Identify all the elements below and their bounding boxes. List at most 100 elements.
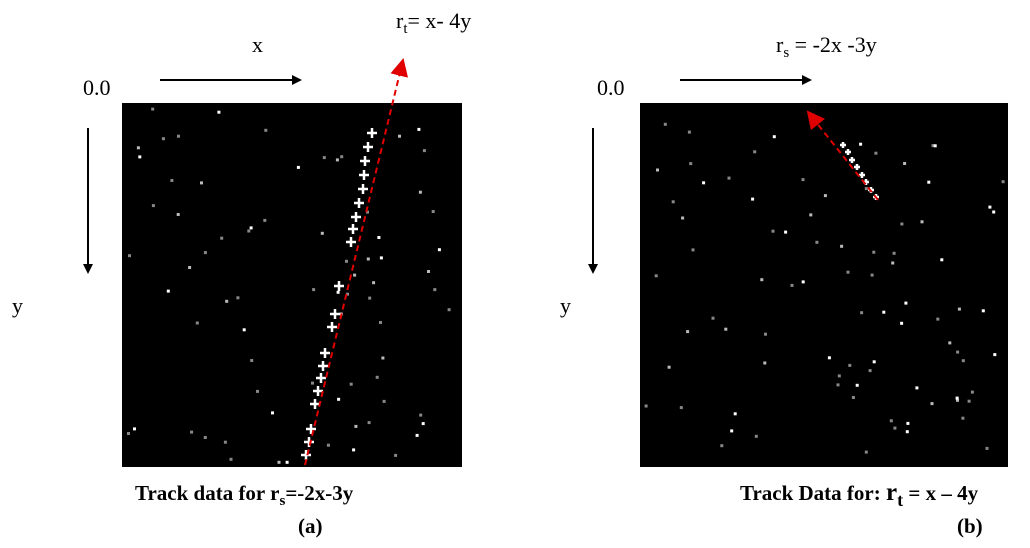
noise-dot (663, 122, 667, 126)
caption: Track Data for: rt = x – 4y (740, 479, 979, 510)
noise-dot (176, 213, 180, 216)
noise-dot (161, 137, 165, 141)
noise-dot (337, 397, 341, 401)
noise-dot (335, 158, 339, 162)
noise-dot (128, 254, 131, 258)
noise-dot (398, 134, 401, 138)
track-cross (360, 156, 370, 166)
noise-dot (340, 155, 344, 159)
noise-dot (418, 190, 422, 194)
track-cross (845, 149, 851, 155)
noise-dot (345, 259, 348, 263)
noise-dot (249, 226, 253, 230)
track-label: rt= x- 4y (396, 8, 471, 37)
noise-dot (801, 178, 805, 182)
noise-dot (320, 231, 324, 235)
track-cross (327, 322, 337, 332)
track-cross (318, 361, 328, 371)
noise-dot (801, 280, 805, 284)
noise-dot (277, 460, 281, 464)
eq: = x – 4y (903, 481, 978, 505)
noise-dot (840, 244, 844, 248)
noise-dot (893, 426, 897, 430)
noise-dot (377, 236, 381, 239)
noise-dot (689, 162, 693, 166)
track-cross (840, 142, 846, 148)
noise-dot (263, 218, 267, 222)
noise-dot (415, 433, 419, 437)
noise-dot (394, 453, 398, 457)
noise-dot (229, 457, 233, 461)
noise-dot (784, 230, 788, 234)
noise-dot (247, 229, 251, 233)
noise-dot (667, 365, 671, 369)
noise-dot (366, 210, 369, 214)
noise-dot (220, 236, 224, 240)
track-cross (348, 224, 358, 234)
noise-dot (915, 386, 919, 390)
noise-dot (372, 281, 376, 285)
noise-dot (381, 356, 385, 360)
noise-dot (702, 181, 706, 185)
noise-dot (691, 248, 695, 252)
image-a (122, 103, 462, 467)
noise-dot (753, 150, 757, 154)
noise-dot (256, 389, 259, 393)
noise-dot (366, 257, 370, 261)
noise-dot (681, 216, 685, 220)
noise-dot (138, 155, 142, 159)
noise-dot (352, 448, 356, 452)
noise-dot (891, 261, 895, 265)
noise-dot (711, 316, 715, 320)
track-cross (351, 212, 361, 222)
noise-dot (906, 421, 910, 425)
noise-dot (686, 330, 690, 334)
origin-label: 0.0 (83, 75, 111, 100)
text: Track data for (135, 481, 270, 505)
track-cross (330, 309, 340, 319)
noise-dot (431, 210, 435, 213)
noise-dot (864, 187, 868, 191)
noise-dot (948, 341, 952, 345)
noise-dot (1001, 180, 1005, 184)
noise-dot (790, 283, 794, 287)
noise-dot (892, 251, 896, 255)
noise-dot (851, 396, 855, 399)
noise-dot (815, 240, 819, 244)
noise-dot (136, 146, 140, 150)
sub: s (279, 493, 285, 509)
noise-dot (285, 460, 289, 464)
noise-dot (764, 332, 767, 336)
noise-dot (836, 383, 840, 387)
noise-dot (225, 299, 229, 303)
y-label: y (560, 293, 571, 318)
r: r (886, 479, 897, 506)
noise-dot (882, 310, 886, 314)
track-cross (363, 142, 373, 152)
track-label: rs = -2x -3y (776, 32, 877, 61)
eq: = x- 4y (408, 8, 472, 33)
track-cross (854, 164, 860, 170)
noise-dot (930, 402, 934, 406)
noise-dot (889, 419, 893, 423)
noise-dot (203, 251, 207, 255)
noise-dot (368, 296, 372, 300)
noise-dot (771, 229, 775, 233)
tag: (b) (957, 514, 983, 538)
noise-dot (422, 149, 426, 153)
noise-dot (421, 422, 425, 426)
noise-dot (760, 278, 764, 282)
noise-dots (127, 107, 451, 464)
text: Track Data for: (740, 481, 886, 505)
track-cross (301, 450, 311, 460)
noise-dot (754, 434, 758, 438)
panel-a: x 0.0 y rt= x- 4y Track data for rs=-2x-… (12, 8, 471, 538)
tag: (a) (298, 514, 323, 538)
noise-dot (927, 180, 931, 184)
noise-dot (326, 443, 330, 447)
noise-dot (955, 396, 959, 400)
track-cross (334, 281, 344, 291)
r: r (776, 32, 784, 57)
noise-dot (920, 220, 924, 224)
track-cross (320, 348, 330, 358)
